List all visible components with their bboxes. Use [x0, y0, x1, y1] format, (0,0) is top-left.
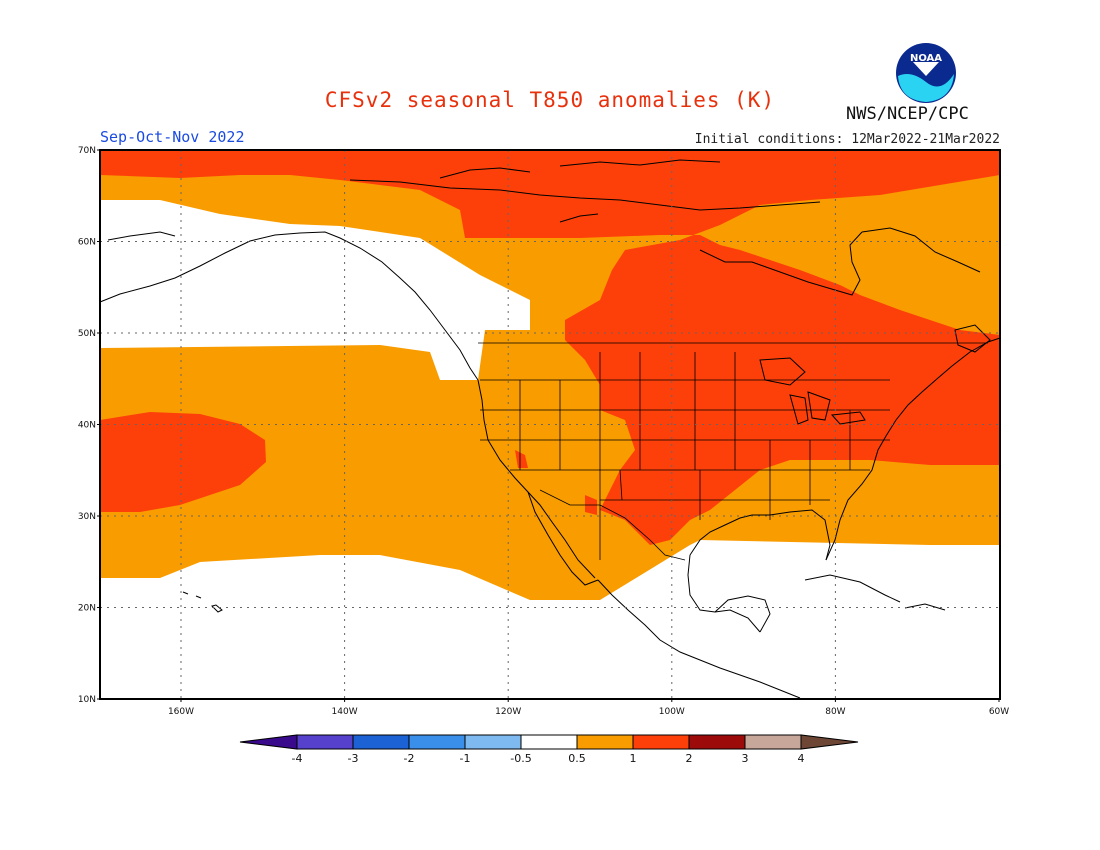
colorbar-tick-3: -1 [460, 752, 471, 765]
state-borders [478, 342, 988, 561]
colorbar-segment-8 [688, 734, 746, 750]
initial-conditions-label: Initial conditions: 12Mar2022-21Mar2022 [694, 132, 1000, 147]
lat-label-70N: 70N [78, 146, 96, 156]
colorbar-segment-2 [352, 734, 410, 750]
colorbar-right-arrow [800, 734, 859, 750]
lon-label-100W: 100W [659, 707, 685, 717]
lon-label-120W: 120W [495, 707, 521, 717]
latitude-labels: 10N 20N 30N 40N 50N 60N 70N [78, 146, 100, 705]
lon-label-80W: 80W [825, 707, 845, 717]
colorbar: -4 -3 -2 -1 -0.5 0.5 1 2 3 4 [239, 734, 859, 765]
colorbar-tick-7: 2 [686, 752, 693, 765]
colorbar-segment-7 [632, 734, 690, 750]
noaa-logo-icon: NOAA [896, 43, 956, 103]
season-label: Sep-Oct-Nov 2022 [100, 128, 245, 146]
lat-label-40N: 40N [78, 421, 96, 431]
map-title: CFSv2 seasonal T850 anomalies (K) [324, 88, 776, 112]
lat-label-30N: 30N [78, 512, 96, 522]
anomaly-region-3 [100, 412, 266, 512]
lon-label-60W: 60W [989, 707, 1009, 717]
anomaly-region-1 [100, 200, 530, 380]
lat-label-60N: 60N [78, 238, 96, 248]
colorbar-left-arrow [239, 734, 298, 750]
longitude-labels: 160W 140W 120W 100W 80W 60W [168, 699, 1009, 717]
lat-label-10N: 10N [78, 695, 96, 705]
logo-text: NOAA [910, 53, 942, 64]
colorbar-segment-3 [408, 734, 466, 750]
colorbar-segment-5 [520, 734, 578, 750]
colorbar-tick-9: 4 [798, 752, 805, 765]
colorbar-tick-1: -3 [348, 752, 359, 765]
colorbar-tick-8: 3 [742, 752, 749, 765]
colorbar-tick-0: -4 [292, 752, 303, 765]
graticule [100, 150, 1000, 699]
anomaly-region-4 [515, 450, 528, 468]
lat-label-20N: 20N [78, 604, 96, 614]
colorbar-segment-1 [296, 734, 354, 750]
agency-label: NWS/NCEP/CPC [846, 104, 969, 124]
colorbar-tick-5: 0.5 [568, 752, 586, 765]
anomaly-region-2 [100, 150, 1000, 545]
colorbar-tick-4: -0.5 [510, 752, 531, 765]
colorbar-segment-6 [576, 734, 634, 750]
coastlines [99, 159, 1001, 699]
colorbar-tick-2: -2 [404, 752, 415, 765]
lat-label-50N: 50N [78, 329, 96, 339]
colorbar-segment-4 [464, 734, 522, 750]
colorbar-segment-9 [744, 734, 802, 750]
lon-label-140W: 140W [332, 707, 358, 717]
lon-label-160W: 160W [168, 707, 194, 717]
colorbar-tick-6: 1 [630, 752, 637, 765]
